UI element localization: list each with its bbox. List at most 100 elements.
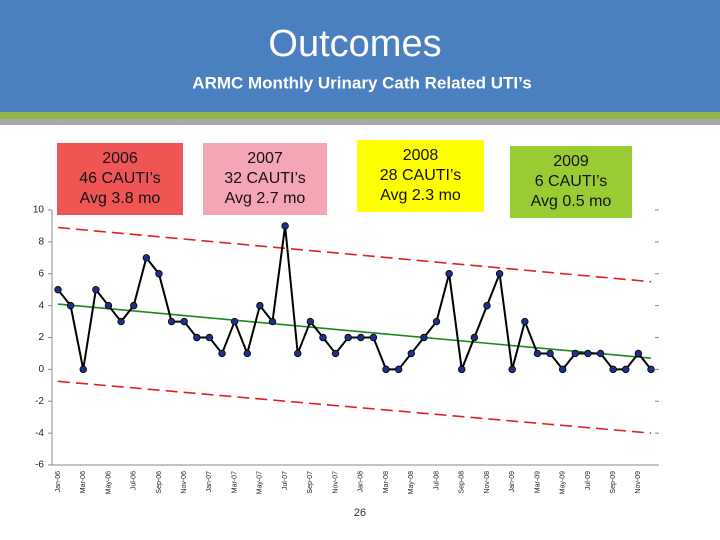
- data-point: [218, 349, 226, 358]
- data-point: [571, 349, 579, 358]
- data-point: [66, 301, 75, 310]
- data-point: [79, 365, 87, 374]
- data-point: [180, 317, 188, 326]
- year-box-text: 32 CAUTI’s: [224, 170, 306, 187]
- data-point: [357, 333, 365, 342]
- data-point: [458, 365, 466, 374]
- year-box-text: Avg 2.3 mo: [380, 187, 461, 204]
- x-tick-label: Jul-08: [433, 471, 440, 490]
- header-band: [0, 0, 720, 112]
- x-tick-label: Jul-07: [282, 471, 289, 490]
- year-box-text: 28 CAUTI’s: [380, 167, 462, 184]
- year-box: [357, 140, 484, 212]
- trend-line: [57, 303, 652, 360]
- x-tick-label: Mar-06: [80, 471, 87, 493]
- x-tick-label: Mar-08: [383, 471, 390, 493]
- data-point: [294, 349, 302, 358]
- title: Outcomes: [268, 23, 441, 65]
- data-point: [331, 349, 340, 358]
- data-point: [155, 270, 163, 278]
- data-point: [647, 365, 655, 374]
- year-box: [203, 143, 327, 215]
- year-box-text: 2008: [403, 147, 439, 164]
- year-box-text: Avg 0.5 mo: [531, 193, 612, 210]
- year-box-text: 6 CAUTI’s: [535, 173, 608, 190]
- year-box-text: 2007: [247, 150, 283, 167]
- data-point: [92, 285, 100, 294]
- y-tick-label: 10: [33, 205, 45, 216]
- y-tick-label: -6: [35, 460, 44, 471]
- y-tick-label: 4: [38, 300, 44, 311]
- data-point: [546, 349, 554, 358]
- x-tick-label: May-06: [105, 471, 112, 494]
- data-point: [281, 222, 289, 230]
- year-box-text: 46 CAUTI’s: [79, 170, 161, 187]
- subtitle: ARMC Monthly Urinary Cath Related UTI’s: [192, 73, 531, 92]
- year-box-text: 2006: [102, 150, 138, 167]
- year-box-text: Avg 2.7 mo: [225, 190, 306, 207]
- year-box-text: 2009: [553, 153, 589, 170]
- x-tick-label: Sep-06: [156, 471, 163, 494]
- data-point: [622, 365, 630, 374]
- data-point: [193, 333, 201, 342]
- data-point: [54, 285, 62, 294]
- trend-line: [57, 380, 652, 434]
- data-point: [344, 333, 352, 342]
- data-point: [495, 270, 504, 278]
- data-point: [584, 349, 592, 358]
- data-point: [167, 317, 176, 326]
- data-point: [508, 365, 516, 374]
- x-tick-label: May-09: [560, 471, 567, 494]
- slide-number: 26: [354, 507, 366, 519]
- header-stripe: [0, 119, 720, 125]
- data-point: [596, 349, 605, 358]
- x-tick-label: May-08: [408, 471, 415, 494]
- year-box: [57, 143, 183, 215]
- data-point: [470, 333, 479, 342]
- data-point: [420, 333, 428, 342]
- data-point: [256, 301, 264, 310]
- data-point: [369, 333, 378, 342]
- x-tick-label: Sep-07: [307, 471, 314, 494]
- x-tick-label: Jul-09: [585, 471, 592, 490]
- data-line: [57, 225, 652, 374]
- data-point: [205, 333, 214, 342]
- data-point: [394, 365, 403, 374]
- x-tick-label: Jan-06: [55, 471, 62, 493]
- x-tick-label: Jul-06: [131, 471, 138, 490]
- header-stripe: [0, 112, 720, 119]
- y-tick-label: 0: [38, 364, 44, 375]
- x-tick-label: Jan-08: [358, 471, 365, 493]
- data-point: [319, 333, 327, 342]
- data-point: [483, 301, 491, 310]
- data-point: [243, 349, 251, 358]
- x-tick-label: Nov-09: [635, 471, 642, 494]
- x-tick-label: Nov-08: [484, 471, 491, 494]
- x-tick-label: Nov-07: [332, 471, 339, 494]
- data-point: [104, 301, 113, 310]
- x-tick-label: Jan-09: [509, 471, 516, 493]
- data-point: [382, 365, 390, 374]
- y-tick-label: 6: [38, 268, 44, 279]
- trend-line: [57, 226, 652, 283]
- x-tick-label: Sep-09: [610, 471, 617, 494]
- data-point: [268, 317, 277, 326]
- x-tick-label: May-07: [257, 471, 264, 494]
- data-point: [445, 270, 453, 278]
- x-tick-label: Sep-08: [459, 471, 466, 494]
- x-tick-label: Mar-07: [231, 471, 238, 493]
- y-tick-label: 8: [38, 237, 44, 248]
- x-tick-label: Nov-06: [181, 471, 188, 494]
- data-point: [117, 317, 125, 326]
- data-point: [130, 301, 138, 310]
- data-point: [634, 349, 643, 358]
- data-point: [558, 365, 567, 374]
- data-point: [306, 317, 315, 326]
- x-tick-label: Mar-09: [534, 471, 541, 493]
- y-tick-label: -4: [35, 428, 44, 439]
- y-tick-label: 2: [38, 332, 44, 343]
- data-point: [521, 317, 529, 326]
- year-box: [510, 146, 632, 218]
